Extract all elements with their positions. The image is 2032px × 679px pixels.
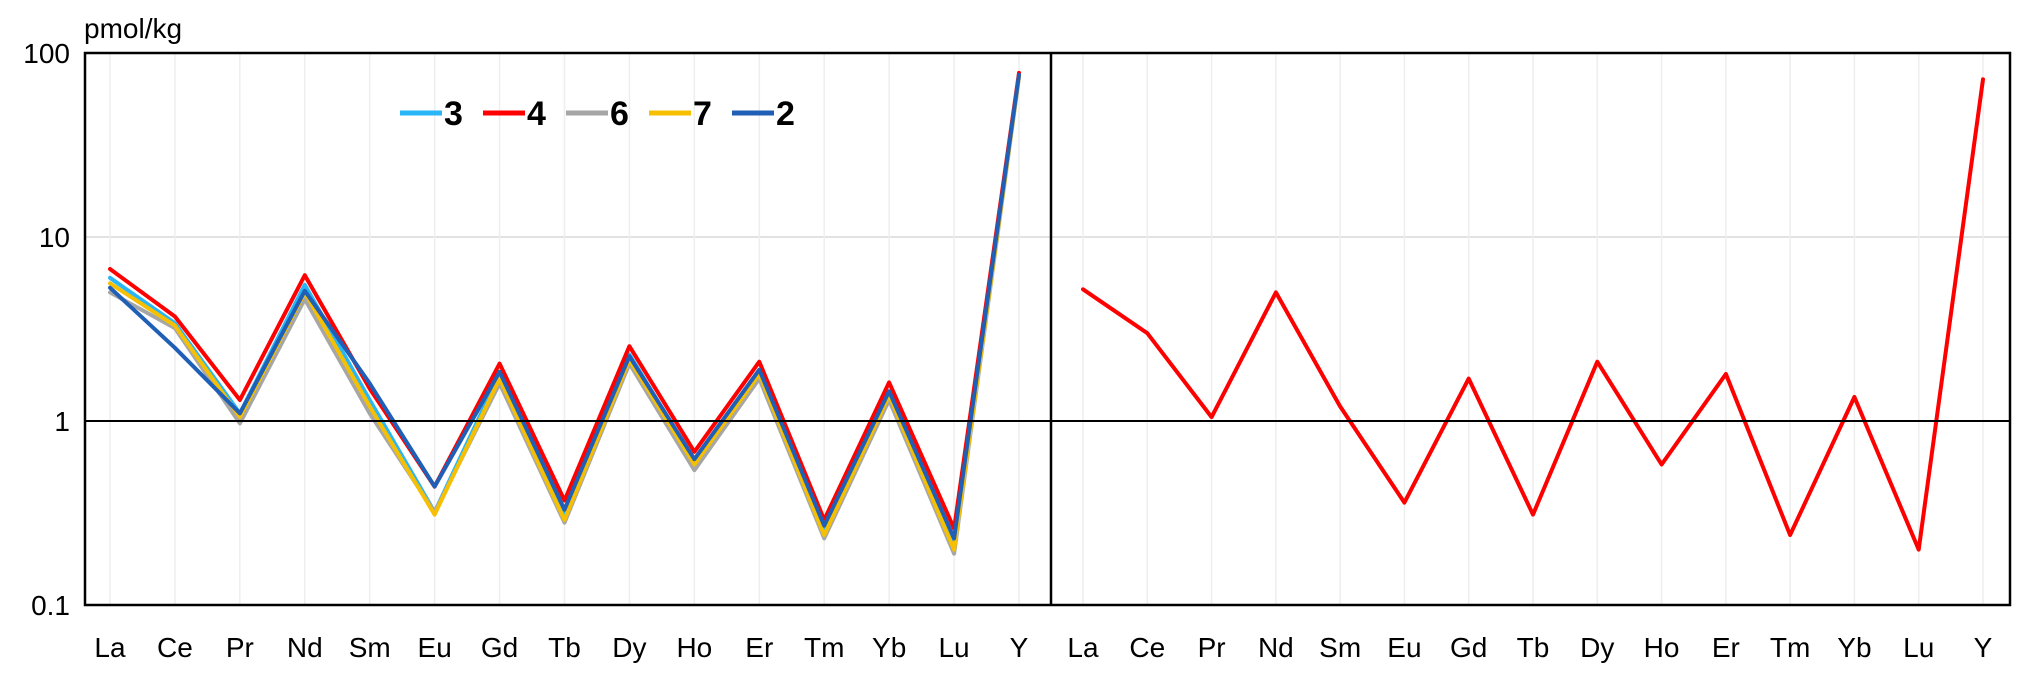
x-tick-label-right-6: Gd [1450,632,1487,663]
unit-label: pmol/kg [84,13,182,44]
x-tick-label-left-12: Yb [872,632,906,663]
series-line-left-2 [108,72,1021,541]
series-line-left-4 [108,70,1021,531]
x-tick-label-right-8: Dy [1580,632,1614,663]
legend-label-3: 3 [444,95,463,133]
x-tick-label-left-7: Tb [548,632,581,663]
legend-label-7: 7 [693,95,712,133]
x-tick-label-left-9: Ho [676,632,712,663]
x-tick-label-right-12: Yb [1837,632,1871,663]
x-tick-label-right-7: Tb [1517,632,1550,663]
x-tick-label-left-0: La [94,632,126,663]
x-tick-label-right-5: Eu [1387,632,1421,663]
x-tick-label-right-9: Ho [1644,632,1680,663]
plot-frame [83,51,2012,607]
y-tick-label-1: 1 [54,406,70,437]
x-tick-label-right-14: Y [1974,632,1993,663]
y-tick-label-0: 0.1 [31,590,70,621]
x-tick-label-right-10: Er [1712,632,1740,663]
x-tick-label-right-2: Pr [1198,632,1226,663]
x-tick-label-left-14: Y [1010,632,1029,663]
y-tick-label-2: 10 [39,222,70,253]
x-tick-label-left-3: Nd [287,632,323,663]
x-tick-label-right-11: Tm [1770,632,1810,663]
x-tick-label-left-2: Pr [226,632,254,663]
x-tick-label-left-4: Sm [349,632,391,663]
x-tick-label-left-11: Tm [804,632,844,663]
x-tick-label-left-5: Eu [418,632,452,663]
legend-label-6: 6 [610,95,629,133]
x-tick-label-right-13: Lu [1903,632,1934,663]
x-tick-label-right-1: Ce [1129,632,1165,663]
x-tick-label-right-0: La [1067,632,1099,663]
y-tick-label-3: 100 [23,38,70,69]
x-tick-label-left-10: Er [745,632,773,663]
x-tick-label-left-8: Dy [612,632,646,663]
x-tick-label-right-3: Nd [1258,632,1294,663]
x-tick-label-left-13: Lu [938,632,969,663]
legend-label-2: 2 [776,95,795,133]
x-tick-label-left-1: Ce [157,632,193,663]
series-line-right [1081,77,1985,552]
x-tick-label-left-6: Gd [481,632,518,663]
legend-label-4: 4 [527,95,546,133]
x-tick-label-right-4: Sm [1319,632,1361,663]
